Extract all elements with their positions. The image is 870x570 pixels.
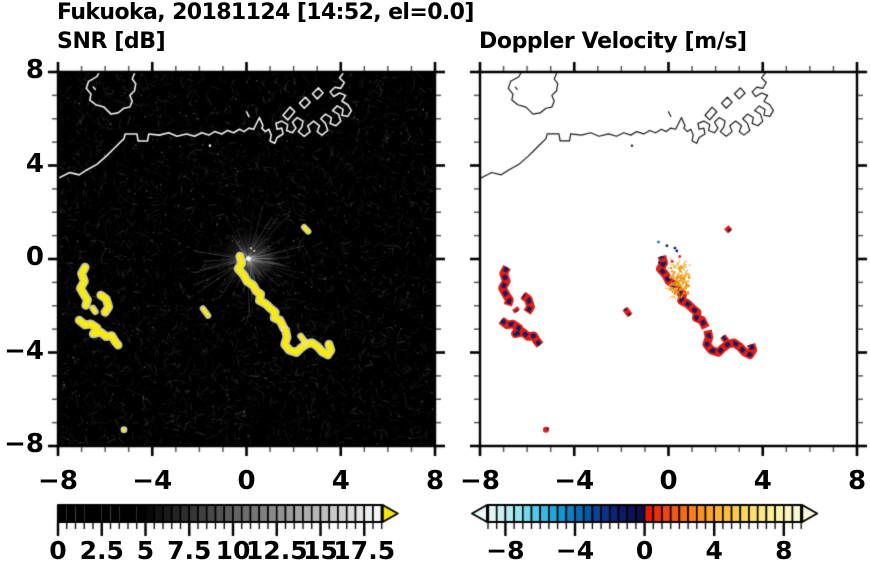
colorbar-tick-label: 10 — [215, 536, 251, 565]
colorbar-tick-label: 17.5 — [333, 536, 396, 565]
colorbar-tick-label: 5 — [136, 536, 155, 565]
colorbar-tick-label: 7.5 — [167, 536, 212, 565]
x-tick-label: −4 — [554, 466, 595, 496]
panel-title-doppler: Doppler Velocity [m/s] — [479, 29, 747, 54]
y-tick-label: −4 — [4, 335, 44, 366]
colorbar-tick-label: −8 — [486, 536, 525, 565]
colorbar-tick-label: 0 — [49, 536, 67, 565]
x-tick-label: −8 — [38, 466, 78, 496]
panel-title-snr: SNR [dB] — [57, 29, 166, 54]
x-tick-label: 4 — [331, 466, 350, 496]
colorbar-tick-label: −4 — [555, 536, 595, 565]
colorbar-tick-label: 8 — [775, 536, 793, 565]
colorbar-tick-label: 12.5 — [245, 536, 308, 565]
y-tick-label: 8 — [25, 55, 44, 85]
figure-title: Fukuoka, 20181124 [14:52, el=0.0] — [57, 0, 474, 25]
x-tick-label: 8 — [425, 466, 445, 496]
colorbar-tick-label: 2.5 — [79, 536, 124, 565]
x-tick-label: 4 — [753, 466, 772, 496]
colorbar-tick-label: 15 — [303, 536, 338, 565]
x-tick-label: −8 — [460, 466, 500, 496]
x-tick-label: 0 — [659, 466, 678, 496]
colorbar-tick-label: 4 — [705, 536, 723, 565]
colorbar-tick-label: 0 — [635, 536, 654, 565]
x-tick-label: 0 — [237, 466, 256, 496]
x-tick-label: 8 — [847, 466, 867, 496]
y-tick-label: −8 — [4, 429, 44, 459]
y-tick-label: 0 — [25, 242, 44, 272]
x-tick-label: −4 — [132, 466, 173, 496]
y-tick-label: 4 — [25, 148, 44, 179]
